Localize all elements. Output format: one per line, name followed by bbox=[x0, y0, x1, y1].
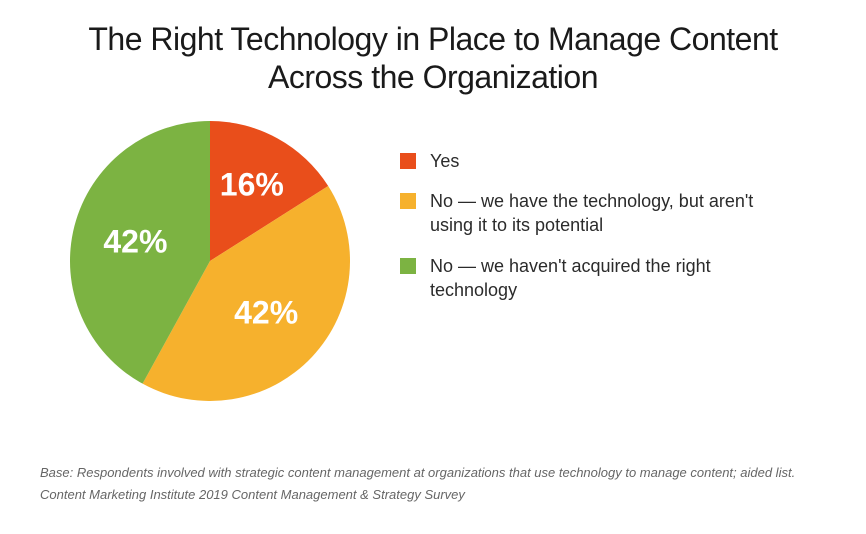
footnote-base: Base: Respondents involved with strategi… bbox=[40, 463, 826, 483]
pie-label-no-not-acquired: 42% bbox=[103, 223, 167, 260]
content-row: 16% 42% 42% Yes No — we have the technolog… bbox=[40, 121, 826, 401]
legend-label-no-underused: No — we have the technology, but aren't … bbox=[430, 189, 770, 238]
pie-chart: 16% 42% 42% bbox=[70, 121, 350, 401]
legend: Yes No — we have the technology, but are… bbox=[350, 121, 826, 318]
legend-swatch-yes bbox=[400, 153, 416, 169]
legend-swatch-no-underused bbox=[400, 193, 416, 209]
chart-title: The Right Technology in Place to Manage … bbox=[40, 20, 826, 97]
legend-swatch-no-not-acquired bbox=[400, 258, 416, 274]
legend-item-no-underused: No — we have the technology, but aren't … bbox=[400, 189, 826, 238]
legend-item-yes: Yes bbox=[400, 149, 826, 173]
pie-label-no-underused: 42% bbox=[234, 295, 298, 332]
pie-label-yes: 16% bbox=[220, 166, 284, 203]
legend-item-no-not-acquired: No — we haven't acquired the right techn… bbox=[400, 254, 826, 303]
page-root: The Right Technology in Place to Manage … bbox=[0, 0, 866, 534]
legend-label-no-not-acquired: No — we haven't acquired the right techn… bbox=[430, 254, 770, 303]
footnotes: Base: Respondents involved with strategi… bbox=[40, 461, 826, 506]
footnote-source: Content Marketing Institute 2019 Content… bbox=[40, 485, 826, 505]
legend-label-yes: Yes bbox=[430, 149, 459, 173]
pie-svg bbox=[70, 121, 350, 401]
